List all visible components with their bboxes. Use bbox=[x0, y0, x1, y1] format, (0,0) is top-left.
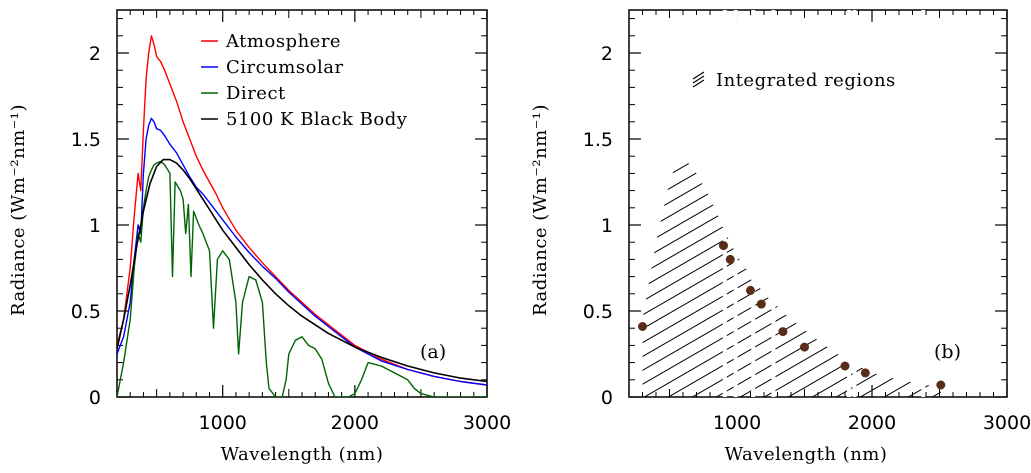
data-point bbox=[860, 368, 870, 378]
series-group-a bbox=[117, 35, 487, 397]
data-point bbox=[638, 322, 647, 331]
legend-label-integrated: Integrated regions bbox=[716, 70, 896, 91]
legend-label: Direct bbox=[226, 83, 286, 104]
x-tick-label: 3000 bbox=[463, 412, 511, 434]
region-gap bbox=[751, 10, 756, 397]
data-point bbox=[936, 380, 946, 390]
y-axis-title-a: Radiance (Wm⁻²nm⁻¹) bbox=[8, 104, 29, 316]
axis-ticks-a: 1000 2000 3000 0 0.5 1 1.5 2 bbox=[71, 10, 511, 434]
y-tick-label: 1 bbox=[601, 215, 613, 237]
y-tick-label: 1.5 bbox=[71, 129, 101, 151]
region-gap bbox=[771, 10, 776, 397]
data-point bbox=[746, 285, 755, 295]
region-gap bbox=[852, 10, 857, 397]
hatched-area bbox=[642, 159, 941, 397]
y-tick-label: 2 bbox=[89, 43, 101, 65]
y-tick-label: 0 bbox=[601, 387, 613, 409]
y-tick-label: 0 bbox=[89, 387, 101, 409]
hatch-legend-icon bbox=[692, 71, 705, 88]
x-tick-label: 3000 bbox=[983, 412, 1031, 434]
y-tick-label: 1 bbox=[89, 215, 101, 237]
data-points-b bbox=[638, 241, 946, 390]
legend-a: Atmosphere Circumsolar Direct 5100 K Black … bbox=[201, 31, 408, 130]
integrated-region bbox=[642, 10, 941, 397]
y-tick-label: 2 bbox=[601, 43, 613, 65]
data-point bbox=[725, 254, 735, 264]
series-line-atmosphere bbox=[117, 35, 487, 386]
y-tick-label: 0.5 bbox=[71, 301, 101, 323]
x-tick-label: 2000 bbox=[848, 412, 896, 434]
data-point bbox=[756, 299, 766, 309]
legend-label: Atmosphere bbox=[225, 31, 341, 52]
data-point bbox=[778, 327, 788, 337]
region-gap bbox=[847, 10, 852, 397]
panel-label-b: (b) bbox=[934, 341, 961, 363]
panel-label-a: (a) bbox=[420, 341, 446, 363]
panel-a: 1000 2000 3000 0 0.5 1 1.5 2 Atmosphere Circumso… bbox=[8, 9, 511, 465]
data-point bbox=[800, 342, 809, 352]
x-tick-label: 1000 bbox=[199, 412, 247, 434]
x-tick-label: 2000 bbox=[331, 412, 379, 434]
x-axis-title-a: Wavelength (nm) bbox=[221, 444, 384, 465]
series-line-direct bbox=[117, 160, 487, 397]
y-tick-label: 0.5 bbox=[583, 301, 613, 323]
legend-label: 5100 K Black Body bbox=[226, 109, 408, 130]
x-axis-title-b: Wavelength (nm) bbox=[725, 444, 888, 465]
series-line-5100-k-black-body bbox=[117, 158, 487, 383]
region-gap bbox=[722, 10, 727, 397]
data-point bbox=[840, 361, 850, 371]
region-gap bbox=[733, 10, 738, 397]
panel-b: 1000 2000 3000 0 0.5 1 1.5 2 Integrated regions… bbox=[530, 9, 1031, 465]
region-gap bbox=[921, 10, 926, 397]
data-point bbox=[719, 241, 728, 251]
x-tick-label: 1000 bbox=[713, 412, 761, 434]
y-tick-label: 1.5 bbox=[583, 129, 613, 151]
series-line-circumsolar bbox=[117, 117, 487, 386]
legend-b: Integrated regions bbox=[692, 70, 896, 91]
legend-label: Circumsolar bbox=[226, 57, 344, 78]
y-axis-title-b: Radiance (Wm⁻²nm⁻¹) bbox=[530, 104, 551, 316]
